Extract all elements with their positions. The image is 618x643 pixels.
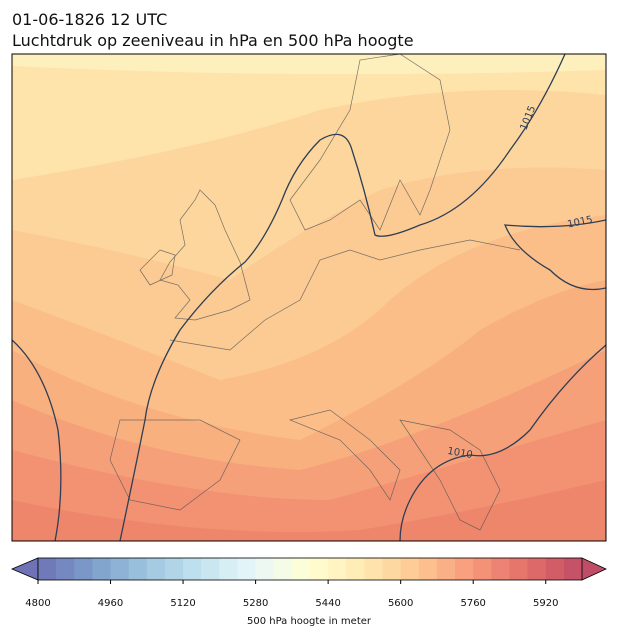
- colorbar-bin: [92, 558, 112, 580]
- colorbar-bin: [346, 558, 365, 580]
- coastline: [288, 409, 401, 501]
- colorbar-tick-label: 5760: [460, 598, 485, 609]
- coastline: [159, 189, 251, 321]
- subtitle: Luchtdruk op zeeniveau in hPa en 500 hPa…: [12, 31, 414, 50]
- colorbar-bin: [310, 558, 329, 580]
- colorbar-bin: [364, 558, 384, 580]
- colorbar-bin: [418, 558, 438, 580]
- colorbar-bin: [74, 558, 93, 580]
- colorbar-bin: [219, 558, 238, 580]
- isobar: [119, 54, 566, 541]
- colorbar-bin: [455, 558, 474, 580]
- colorbar-bin: [545, 558, 565, 580]
- isobar-label: 1010: [446, 446, 473, 461]
- colorbar-bin: [110, 558, 130, 580]
- colorbar-tick-label: 5920: [533, 598, 558, 609]
- colorbar-bin: [128, 558, 148, 580]
- title: 01-06-1826 12 UTC: [12, 10, 167, 29]
- colorbar-bin: [563, 558, 583, 580]
- colorbar-bin: [237, 558, 257, 580]
- colorbar-frame: [37, 557, 583, 581]
- colorbar-tick-label: 5280: [243, 598, 268, 609]
- coastline: [169, 239, 521, 351]
- colorbar-bin: [509, 558, 529, 580]
- colorbar-tick-label: 4800: [25, 598, 50, 609]
- coastline: [139, 249, 176, 286]
- colorbar-extend: [10, 557, 39, 581]
- colorbar-bin: [273, 558, 293, 580]
- colorbar-bin: [527, 558, 547, 580]
- band: [12, 480, 606, 541]
- isobar-label: 1015: [567, 214, 594, 230]
- colorbar-bin: [183, 558, 202, 580]
- colorbar-tick-label: 5120: [170, 598, 195, 609]
- band: [12, 54, 606, 75]
- coastline: [289, 54, 451, 231]
- colorbar-bin: [56, 558, 75, 580]
- band: [12, 420, 606, 541]
- colorbar-extend: [581, 557, 607, 581]
- map-frame: [11, 53, 607, 542]
- colorbar-tick-label: 4960: [98, 598, 123, 609]
- colorbar-label: 500 hPa hoogte in meter: [247, 616, 372, 627]
- colorbar: 4800 4960 5120 5280 5440 5600 5760 5920: [10, 557, 607, 609]
- colorbar-bin: [328, 558, 347, 580]
- colorbar-bin: [491, 558, 510, 580]
- colorbar-bin: [473, 558, 492, 580]
- isobar: [399, 344, 606, 541]
- colorbar-tick-label: 5440: [315, 598, 340, 609]
- colorbar-bin: [400, 558, 420, 580]
- colorbar-bin: [255, 558, 275, 580]
- map: [12, 54, 606, 541]
- colorbar-bin: [164, 558, 184, 580]
- colorbar-bin: [38, 558, 57, 580]
- colorbar-bin: [291, 558, 311, 580]
- coastline: [109, 419, 241, 511]
- isobar: [12, 339, 62, 541]
- colorbar-bin: [436, 558, 456, 580]
- colorbar-bin: [146, 558, 166, 580]
- colorbar-tick-label: 5600: [388, 598, 413, 609]
- coastline: [399, 419, 501, 531]
- isobar: [504, 219, 606, 291]
- colorbar-bin: [201, 558, 220, 580]
- colorbar-bin: [382, 558, 402, 580]
